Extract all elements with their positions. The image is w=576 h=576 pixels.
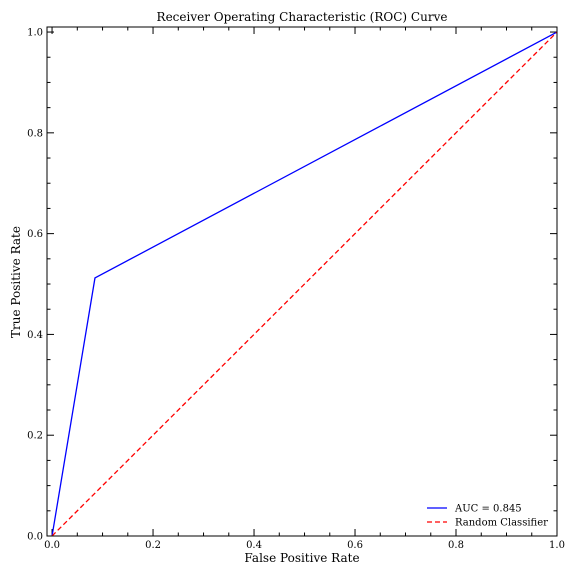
y-tick-label: 1.0 bbox=[27, 28, 43, 39]
y-tick-label: 0.0 bbox=[27, 532, 43, 543]
legend: AUC = 0.845 Random Classifier bbox=[427, 504, 548, 529]
y-tick-label: 0.4 bbox=[27, 330, 43, 341]
axis-ticks: 0.0 0.2 0.4 0.6 0.8 1.0 0.0 0.2 0.4 0.6 0.8 1.0 bbox=[27, 27, 565, 551]
plot-lines bbox=[51, 31, 558, 537]
series-line-roc-curve bbox=[51, 31, 558, 537]
x-tick-label: 0.0 bbox=[44, 540, 60, 551]
y-tick-label: 0.6 bbox=[27, 229, 43, 240]
x-tick-label: 0.6 bbox=[347, 540, 363, 551]
x-tick-label: 0.2 bbox=[145, 540, 161, 551]
legend-label-random-classifier: Random Classifier bbox=[455, 518, 548, 529]
x-axis-label: False Positive Rate bbox=[244, 551, 359, 565]
plot-frame bbox=[46, 26, 558, 537]
x-tick-label: 0.4 bbox=[246, 540, 262, 551]
x-tick-label: 1.0 bbox=[549, 540, 565, 551]
legend-label-roc-curve: AUC = 0.845 bbox=[454, 504, 522, 515]
chart-title: Receiver Operating Characteristic (ROC) … bbox=[157, 10, 448, 24]
y-tick-label: 0.2 bbox=[27, 431, 43, 442]
series-line-random-classifier bbox=[51, 31, 558, 537]
y-tick-label: 0.8 bbox=[27, 128, 43, 139]
x-tick-label: 0.8 bbox=[448, 540, 464, 551]
y-axis-label: True Positive Rate bbox=[9, 226, 23, 338]
